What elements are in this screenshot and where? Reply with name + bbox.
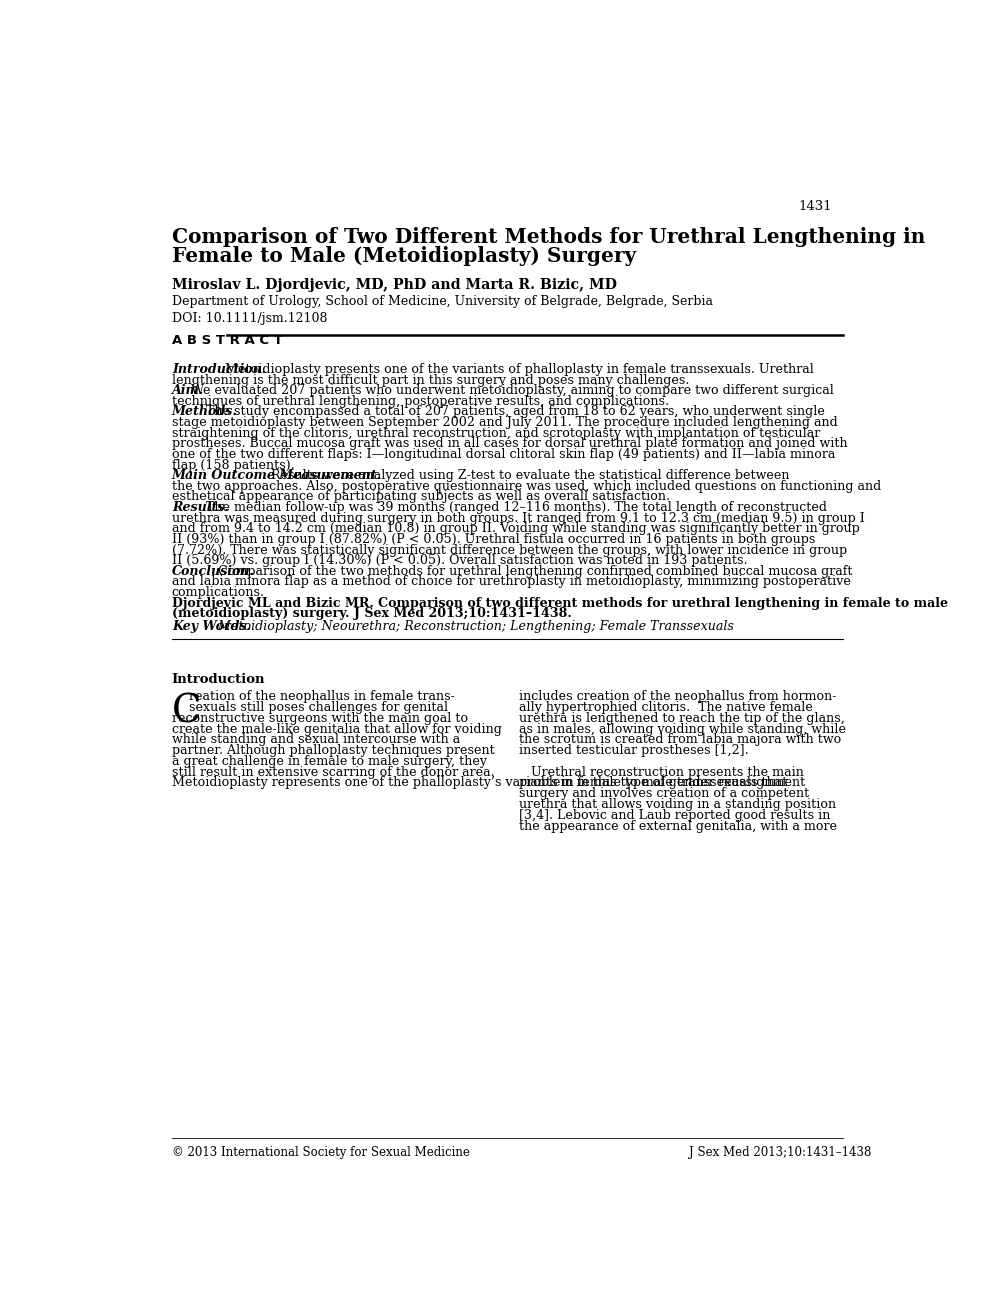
Text: includes creation of the neophallus from hormon-: includes creation of the neophallus from… [519,690,837,703]
Text: Comparison of Two Different Methods for Urethral Lengthening in: Comparison of Two Different Methods for … [172,227,926,248]
Text: Main Outcome Measurement.: Main Outcome Measurement. [172,470,382,483]
Text: urethra was measured during surgery in both groups. It ranged from 9.1 to 12.3 c: urethra was measured during surgery in b… [172,512,864,525]
Text: [3,4]. Lebovic and Laub reported good results in: [3,4]. Lebovic and Laub reported good re… [519,809,831,822]
Text: II (5.69%) vs. group I (14.30%) (P < 0.05). Overall satisfaction was noted in 19: II (5.69%) vs. group I (14.30%) (P < 0.0… [172,555,747,568]
Text: one of the two different flaps: I—longitudinal dorsal clitoral skin flap (49 pat: one of the two different flaps: I—longit… [172,448,836,461]
Text: Female to Male (Metoidioplasty) Surgery: Female to Male (Metoidioplasty) Surgery [172,245,636,266]
Text: ally hypertrophied clitoris.  The native female: ally hypertrophied clitoris. The native … [519,701,813,714]
Text: still result in extensive scarring of the donor area.: still result in extensive scarring of th… [172,766,494,779]
Text: A B S T R A C T: A B S T R A C T [172,334,282,347]
Text: flap (158 patients).: flap (158 patients). [172,458,295,471]
Text: J Sex Med 2013;10:1431–1438: J Sex Med 2013;10:1431–1438 [689,1146,872,1159]
Text: reation of the neophallus in female trans-: reation of the neophallus in female tran… [189,690,454,703]
Text: as in males, allowing voiding while standing, while: as in males, allowing voiding while stan… [519,723,846,736]
Text: Metoidioplasty; Neourethra; Reconstruction; Lengthening; Female Transsexuals: Metoidioplasty; Neourethra; Reconstructi… [210,620,734,633]
Text: surgery and involves creation of a competent: surgery and involves creation of a compe… [519,787,809,800]
Text: Results were analyzed using Z-test to evaluate the statistical difference betwee: Results were analyzed using Z-test to ev… [267,470,790,483]
Text: The study encompassed a total of 207 patients, aged from 18 to 62 years, who und: The study encompassed a total of 207 pat… [202,406,826,419]
Text: Department of Urology, School of Medicine, University of Belgrade, Belgrade, Ser: Department of Urology, School of Medicin… [172,295,713,308]
Text: Aim.: Aim. [172,384,204,397]
Text: while standing and sexual intercourse with a: while standing and sexual intercourse wi… [172,733,460,746]
Text: complications.: complications. [172,586,264,599]
Text: Djordjevic ML and Bizic MR. Comparison of two different methods for urethral len: Djordjevic ML and Bizic MR. Comparison o… [172,596,947,609]
Text: reconstructive surgeons with the main goal to: reconstructive surgeons with the main go… [172,711,468,724]
Text: Conclusion.: Conclusion. [172,565,254,578]
Text: partner. Although phalloplasty techniques present: partner. Although phalloplasty technique… [172,744,495,757]
Text: 1431: 1431 [798,201,832,214]
Text: Introduction.: Introduction. [172,363,266,376]
Text: urethra that allows voiding in a standing position: urethra that allows voiding in a standin… [519,799,837,810]
Text: the scrotum is created from labia majora with two: the scrotum is created from labia majora… [519,733,842,746]
Text: C: C [172,693,201,731]
Text: Metoidioplasty represents one of the phalloplasty’s variants in female to male t: Metoidioplasty represents one of the pha… [172,776,787,790]
Text: prostheses. Buccal mucosa graft was used in all cases for dorsal urethral plate : prostheses. Buccal mucosa graft was used… [172,437,847,450]
Text: create the male-like genitalia that allow for voiding: create the male-like genitalia that allo… [172,723,502,736]
Text: a great challenge in female to male surgery, they: a great challenge in female to male surg… [172,754,487,767]
Text: urethra is lengthened to reach the tip of the glans,: urethra is lengthened to reach the tip o… [519,711,844,724]
Text: inserted testicular prostheses [1,2].: inserted testicular prostheses [1,2]. [519,744,748,757]
Text: problem in this type of gender reassignment: problem in this type of gender reassignm… [519,776,805,790]
Text: Comparison of the two methods for urethral lengthening confirmed combined buccal: Comparison of the two methods for urethr… [214,565,852,578]
Text: Urethral reconstruction presents the main: Urethral reconstruction presents the mai… [519,766,804,779]
Text: Miroslav L. Djordjevic, MD, PhD and Marta R. Bizic, MD: Miroslav L. Djordjevic, MD, PhD and Mart… [172,278,617,292]
Text: DOI: 10.1111/jsm.12108: DOI: 10.1111/jsm.12108 [172,312,328,325]
Text: We evaluated 207 patients who underwent metoidioplasty, aiming to compare two di: We evaluated 207 patients who underwent … [187,384,834,397]
Text: Introduction: Introduction [172,673,265,686]
Text: techniques of urethral lengthening, postoperative results, and complications.: techniques of urethral lengthening, post… [172,395,669,408]
Text: Metoidioplasty presents one of the variants of phalloplasty in female transsexua: Metoidioplasty presents one of the varia… [222,363,815,376]
Text: straightening of the clitoris, urethral reconstruction, and scrotoplasty with im: straightening of the clitoris, urethral … [172,427,820,440]
Text: Key Words.: Key Words. [172,620,250,633]
Text: stage metoidioplasty between September 2002 and July 2011. The procedure include: stage metoidioplasty between September 2… [172,416,838,429]
Text: and labia minora flap as a method of choice for urethroplasty in metoidioplasty,: and labia minora flap as a method of cho… [172,576,850,589]
Text: the two approaches. Also, postoperative questionnaire was used, which included q: the two approaches. Also, postoperative … [172,480,881,493]
Text: (7.72%). There was statistically significant difference between the groups, with: (7.72%). There was statistically signifi… [172,544,846,557]
Text: Results.: Results. [172,501,229,514]
Text: II (93%) than in group I (87.82%) (P < 0.05). Urethral fistula occurred in 16 pa: II (93%) than in group I (87.82%) (P < 0… [172,532,815,545]
Text: sexuals still poses challenges for genital: sexuals still poses challenges for genit… [189,701,447,714]
Text: esthetical appearance of participating subjects as well as overall satisfaction.: esthetical appearance of participating s… [172,491,670,504]
Text: The median follow-up was 39 months (ranged 12–116 months). The total length of r: The median follow-up was 39 months (rang… [202,501,828,514]
Text: lengthening is the most difficult part in this surgery and poses many challenges: lengthening is the most difficult part i… [172,373,689,386]
Text: (metoidioplasty) surgery. J Sex Med 2013;10:1431–1438.: (metoidioplasty) surgery. J Sex Med 2013… [172,607,571,620]
Text: the appearance of external genitalia, with a more: the appearance of external genitalia, wi… [519,820,837,833]
Text: and from 9.4 to 14.2 cm (median 10.8) in group II. Voiding while standing was si: and from 9.4 to 14.2 cm (median 10.8) in… [172,522,859,535]
Text: Methods.: Methods. [172,406,238,419]
Text: © 2013 International Society for Sexual Medicine: © 2013 International Society for Sexual … [172,1146,469,1159]
